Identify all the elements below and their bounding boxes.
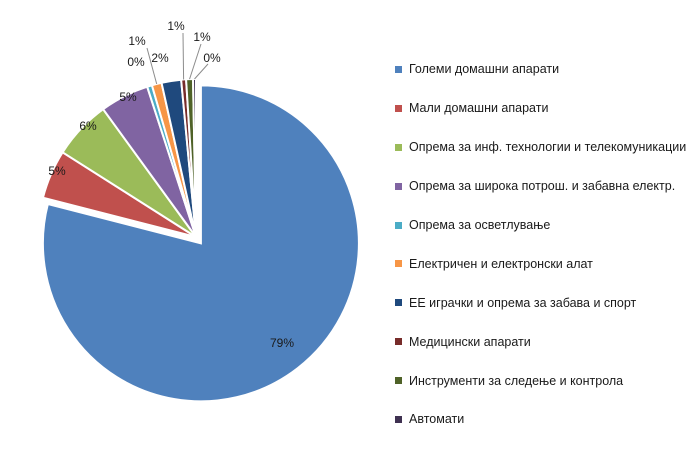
legend-item: Големи домашни апарати xyxy=(395,50,695,89)
slice-percent-label: 0% xyxy=(203,51,221,65)
legend-label: Опрема за осветлување xyxy=(409,218,551,232)
legend-item: Автомати xyxy=(395,400,695,439)
legend-item: ЕЕ играчки и опрема за забава и спорт xyxy=(395,283,695,322)
legend-item: Мали домашни апарати xyxy=(395,89,695,128)
slice-percent-label: 5% xyxy=(48,164,66,178)
slice-percent-label: 6% xyxy=(79,119,97,133)
legend-swatch xyxy=(395,65,402,73)
legend-swatch xyxy=(395,104,402,112)
legend-item: Инструменти за следење и контрола xyxy=(395,361,695,400)
legend-label: Мали домашни апарати xyxy=(409,101,549,116)
legend-swatch xyxy=(395,299,402,307)
legend-swatch xyxy=(395,182,402,190)
legend-label: ЕЕ играчки и опрема за забава и спорт xyxy=(409,295,637,310)
legend-item: Опрема за инф. технологии и телекомуника… xyxy=(395,128,695,167)
slice-percent-label: 1% xyxy=(193,30,211,44)
legend-swatch xyxy=(395,338,402,346)
slice-percent-label: 1% xyxy=(167,19,185,33)
slice-percent-label: 0% xyxy=(127,55,145,69)
legend-swatch xyxy=(395,415,402,423)
legend-label: Електричен и електронски алат xyxy=(409,256,593,271)
legend-label: Големи домашни апарати xyxy=(409,62,560,77)
legend-item: Електричен и електронски алат xyxy=(395,244,695,283)
slice-percent-label: 1% xyxy=(128,34,146,48)
leader-line xyxy=(182,32,185,80)
legend-item: Медицински апарати xyxy=(395,322,695,361)
legend-label: Опрема за широка потрош. и забавна елект… xyxy=(409,179,676,194)
legend-swatch xyxy=(395,260,402,268)
legend-item: Опрема за широка потрош. и забавна елект… xyxy=(395,167,695,206)
legend-label: Опрема за инф. технологии и телекомуника… xyxy=(409,140,687,155)
slice-percent-label: 2% xyxy=(151,51,169,65)
legend-item: Опрема за осветлување xyxy=(395,206,695,245)
leader-line xyxy=(146,47,158,85)
leader-line xyxy=(194,63,209,80)
leader-line xyxy=(189,43,202,80)
legend-swatch xyxy=(395,143,402,151)
legend-label: Медицински апарати xyxy=(409,334,531,349)
legend-label: Автомати xyxy=(409,412,465,427)
legend-label: Инструменти за следење и контрола xyxy=(409,373,624,388)
legend-swatch xyxy=(395,377,402,385)
slice-percent-label: 5% xyxy=(119,90,137,104)
legend-swatch xyxy=(395,221,402,229)
pie-slice xyxy=(41,84,360,403)
chart-legend: Големи домашни апарати Мали домашни апара… xyxy=(395,50,695,439)
slice-percent-label: 79% xyxy=(270,336,294,350)
